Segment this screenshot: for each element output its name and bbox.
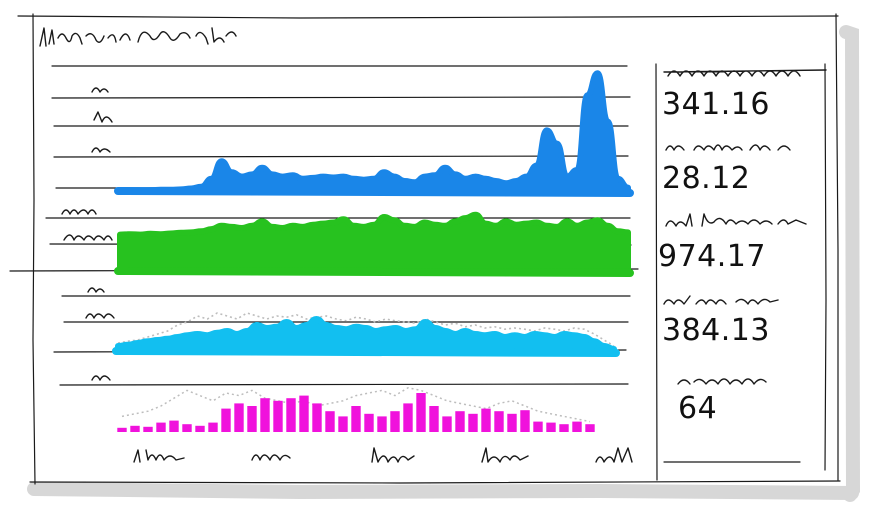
bar-32	[520, 410, 530, 432]
x-tick-label-4	[481, 447, 529, 463]
bar-34	[546, 422, 556, 432]
series-baseline-1	[114, 187, 634, 197]
bar-25	[429, 406, 439, 432]
area-chart-3	[112, 312, 620, 357]
stat-value-3: 974.17	[658, 239, 766, 274]
stat-value-1: 341.16	[662, 87, 770, 122]
bar-chart-4	[117, 387, 595, 432]
bar-11	[247, 406, 257, 432]
bar-20	[364, 413, 374, 432]
series-area-2-1	[117, 211, 631, 275]
stat-label-scribble-3	[665, 213, 807, 227]
series-area-3-1	[115, 316, 617, 355]
bar-reference-line	[121, 387, 591, 423]
dashboard-title-scribble	[39, 27, 237, 47]
bar-30	[494, 411, 504, 432]
stat-label-scribble-5	[677, 378, 767, 385]
bar-27	[455, 411, 465, 432]
x-tick-label-3	[371, 447, 415, 463]
bar-14	[286, 398, 296, 432]
bar-19	[351, 406, 361, 432]
bar-9	[221, 408, 231, 432]
bar-4	[156, 422, 166, 432]
bar-26	[442, 416, 452, 432]
bar-8	[208, 422, 218, 432]
stat-value-5: 64	[678, 391, 717, 426]
bar-23	[403, 403, 413, 432]
x-tick-label-5	[595, 447, 633, 463]
bar-2	[130, 425, 140, 432]
bar-22	[390, 411, 400, 432]
series-baseline-2	[114, 267, 634, 277]
bar-13	[273, 400, 283, 432]
bar-5	[169, 420, 179, 432]
bar-29	[481, 408, 491, 432]
stat-label-scribble-2	[665, 144, 791, 151]
bar-15	[299, 395, 309, 432]
card-outline	[17, 13, 841, 485]
stat-value-2: 28.12	[662, 161, 750, 196]
x-tick-label-2	[251, 454, 291, 461]
bar-35	[559, 424, 569, 432]
bar-18	[338, 416, 348, 432]
bar-24	[416, 393, 426, 432]
card-shadow	[27, 25, 861, 502]
bar-12	[260, 398, 270, 432]
bar-7	[195, 425, 205, 432]
stat-label-scribble-4	[663, 295, 779, 305]
bar-17	[325, 411, 335, 432]
bar-36	[572, 421, 582, 432]
bar-6	[182, 424, 192, 432]
bar-3	[143, 426, 153, 432]
bar-16	[312, 403, 322, 432]
bar-33	[533, 421, 543, 432]
bar-37	[585, 424, 595, 432]
area-chart-1	[114, 70, 634, 197]
bar-31	[507, 413, 517, 432]
series-area-1-1	[117, 70, 631, 195]
series-baseline-3	[112, 347, 620, 357]
stats-panel: 341.16 28.12 974.17 384.13 64	[655, 63, 827, 481]
x-axis-labels	[133, 447, 633, 463]
bar-21	[377, 416, 387, 432]
area-chart-2	[114, 211, 634, 277]
bar-28	[468, 413, 478, 432]
bar-10	[234, 403, 244, 432]
stat-value-4: 384.13	[662, 313, 770, 348]
x-tick-label-1	[133, 449, 185, 463]
stat-label-scribble-1	[663, 69, 827, 77]
tick-label-scribbles	[61, 87, 115, 381]
bar-1	[117, 427, 127, 432]
